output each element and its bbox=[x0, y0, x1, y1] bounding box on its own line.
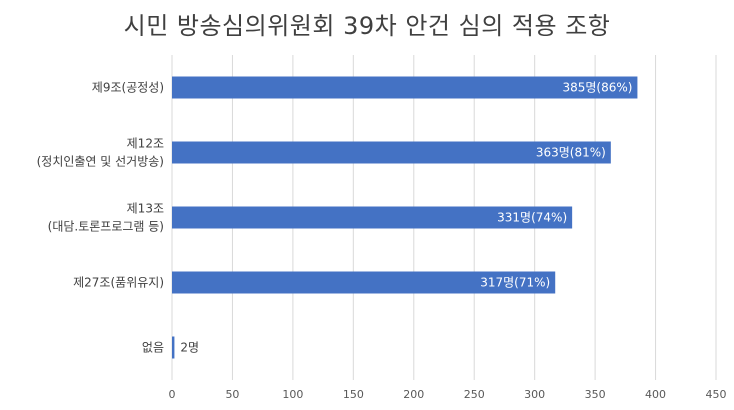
x-tick-label: 250 bbox=[464, 388, 485, 401]
category-label: 제27조(품위유지) bbox=[73, 276, 164, 290]
x-tick-label: 150 bbox=[343, 388, 364, 401]
bar bbox=[172, 76, 638, 99]
category-label: 제13조 bbox=[127, 202, 164, 216]
category-label: 제9조(공정성) bbox=[92, 81, 164, 95]
bar bbox=[172, 141, 611, 164]
category-label: 없음 bbox=[142, 341, 164, 355]
data-label: 331명(74%) bbox=[497, 211, 567, 225]
category-label: (정치인출연 및 선거방송) bbox=[37, 155, 164, 169]
data-label: 385명(86%) bbox=[562, 81, 632, 95]
x-tick-label: 0 bbox=[169, 388, 176, 401]
data-label: 363명(81%) bbox=[536, 146, 606, 160]
bar bbox=[172, 271, 556, 294]
bar bbox=[172, 206, 573, 229]
x-tick-label: 450 bbox=[706, 388, 727, 401]
data-label: 317명(71%) bbox=[480, 276, 550, 290]
data-label: 2명 bbox=[180, 341, 199, 355]
x-tick-label: 350 bbox=[585, 388, 606, 401]
x-tick-label: 200 bbox=[403, 388, 424, 401]
x-tick-label: 100 bbox=[282, 388, 303, 401]
bar bbox=[172, 336, 175, 359]
chart-title: 시민 방송심의위원회 39차 안건 심의 적용 조항 bbox=[123, 12, 611, 40]
category-label: (대담.토론프로그램 등) bbox=[48, 220, 164, 234]
x-tick-label: 50 bbox=[225, 388, 239, 401]
category-label: 제12조 bbox=[127, 137, 164, 151]
x-tick-label: 300 bbox=[524, 388, 545, 401]
x-tick-label: 400 bbox=[645, 388, 666, 401]
